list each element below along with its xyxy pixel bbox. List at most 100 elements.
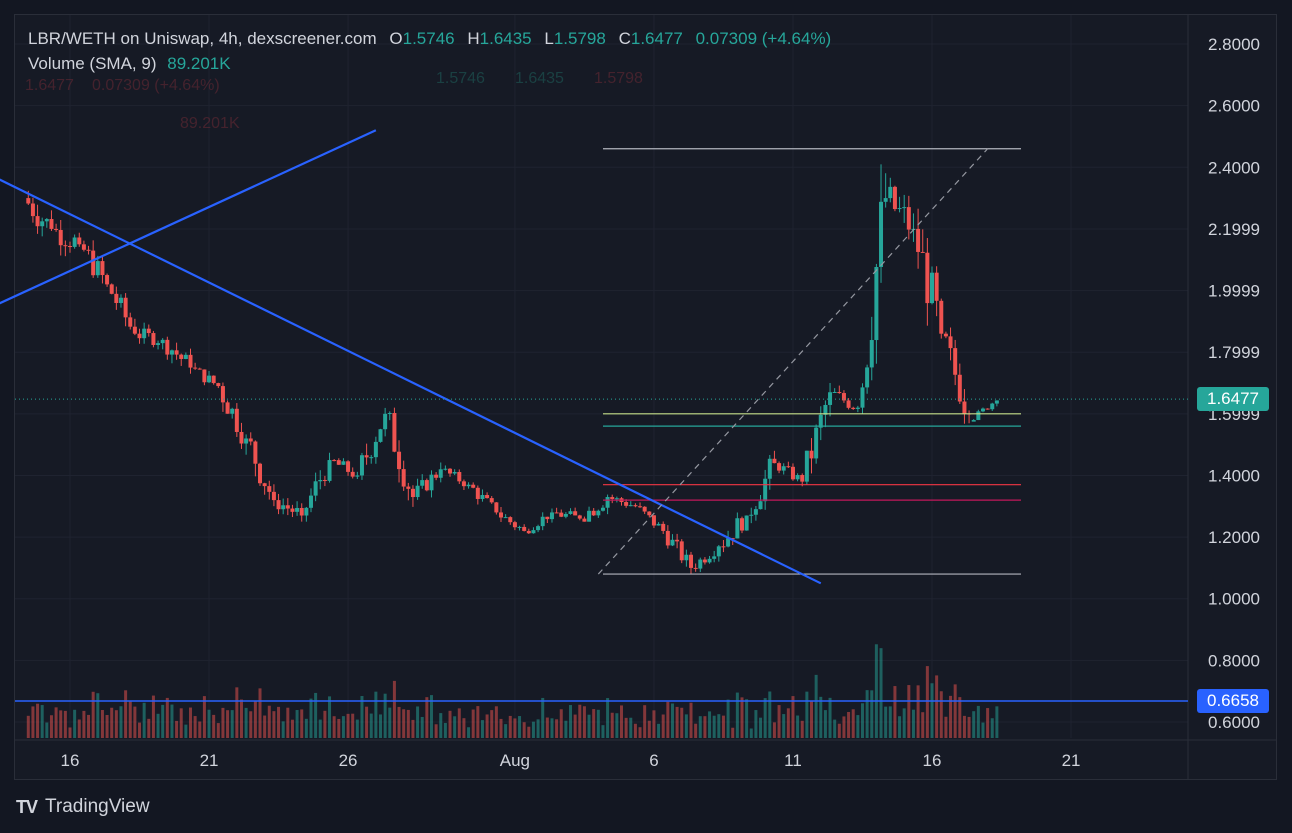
candle-body (49, 219, 54, 229)
candle-body (587, 510, 592, 522)
volume-bar (935, 675, 939, 738)
candle-body (132, 326, 137, 334)
candle-body (26, 198, 31, 204)
volume-bar (633, 723, 637, 738)
volume-bar (916, 685, 920, 738)
open-value: 1.5746 (402, 29, 455, 48)
candle-body (508, 517, 513, 523)
candle-body (332, 460, 337, 462)
volume-bar (981, 722, 985, 738)
candle-body (322, 479, 327, 481)
candle-body (577, 515, 582, 519)
volume-bar (601, 725, 605, 738)
candle-body (707, 558, 712, 563)
volume-bar (967, 716, 971, 738)
candle-body (596, 510, 601, 516)
dashed-trendline (597, 148, 989, 575)
volume-bar (962, 715, 966, 738)
volume-bar (986, 708, 990, 738)
volume-bar (763, 698, 767, 738)
volume-bar (406, 709, 410, 738)
volume-bar (420, 716, 424, 738)
candle-body (814, 427, 819, 459)
candle-body (452, 472, 457, 474)
price-tick-label: 1.9999 (1208, 282, 1260, 301)
candle-body (359, 455, 364, 476)
time-tick-label: 21 (200, 751, 219, 770)
candle-body (675, 539, 680, 542)
volume-label: Volume (SMA, 9) (28, 54, 157, 73)
volume-bar (290, 719, 294, 738)
volume-bar (898, 716, 902, 738)
volume-bar (365, 706, 369, 738)
candle-body (128, 317, 133, 327)
volume-bar (976, 705, 980, 738)
volume-bar (754, 710, 758, 738)
candle-body (689, 554, 694, 568)
volume-bar (921, 712, 925, 738)
volume-bar (708, 711, 712, 738)
volume-bar (518, 716, 522, 738)
volume-bar (151, 695, 155, 738)
volume-bar (59, 710, 63, 738)
volume-bar (745, 699, 749, 738)
candle-body (591, 510, 596, 516)
volume-bar (36, 703, 40, 738)
volume-bar (670, 703, 674, 738)
volume-bar (490, 710, 494, 738)
volume-bar (119, 706, 123, 738)
volume-bar (661, 714, 665, 738)
candle-body (744, 515, 749, 531)
candle-body (290, 508, 295, 512)
candle-body (420, 480, 425, 486)
volume-bar (480, 720, 484, 738)
candle-body (716, 546, 721, 557)
candle-body (739, 518, 744, 531)
volume-bar (856, 715, 860, 738)
ghost-text: 0.07309 (+4.64%) (92, 77, 220, 94)
footer-brand[interactable]: TV TradingView (16, 796, 150, 818)
volume-bar (142, 702, 146, 738)
volume-bar (124, 690, 128, 738)
candle-body (397, 451, 402, 470)
candle-body (647, 511, 652, 516)
volume-bar (819, 696, 823, 738)
candle-body (684, 554, 689, 561)
volume-bar (328, 696, 332, 738)
volume-bar (230, 710, 234, 738)
volume-bar (893, 686, 897, 738)
candle-body (614, 498, 619, 500)
volume-bar (666, 701, 670, 738)
candle-body (804, 450, 809, 482)
candle-body (137, 333, 142, 339)
volume-bar (286, 707, 290, 738)
candle-body (726, 538, 731, 547)
candle-body (638, 506, 643, 508)
volume-bar (360, 696, 364, 738)
volume-bar (346, 713, 350, 738)
volume-bar (652, 710, 656, 738)
candle-body (174, 350, 179, 355)
volume-bar (397, 706, 401, 738)
candle-body (573, 511, 578, 516)
volume-bar (179, 708, 183, 738)
volume-bar (842, 716, 846, 738)
candle-body (406, 486, 411, 489)
candle-body (44, 219, 49, 222)
candle-body (369, 457, 374, 459)
volume-bar (592, 709, 596, 738)
volume-bar (541, 697, 545, 738)
candle-body (874, 266, 879, 341)
candle-body (526, 530, 531, 534)
candle-body (466, 484, 471, 487)
candle-body (211, 375, 216, 384)
candle-body (461, 481, 466, 487)
candle-body (193, 367, 198, 369)
volume-bar (624, 717, 628, 738)
volume-bar (782, 714, 786, 738)
volume-bar (198, 721, 202, 738)
time-tick-label: Aug (500, 751, 530, 770)
volume-bar (411, 719, 415, 738)
volume-bar (156, 713, 160, 738)
